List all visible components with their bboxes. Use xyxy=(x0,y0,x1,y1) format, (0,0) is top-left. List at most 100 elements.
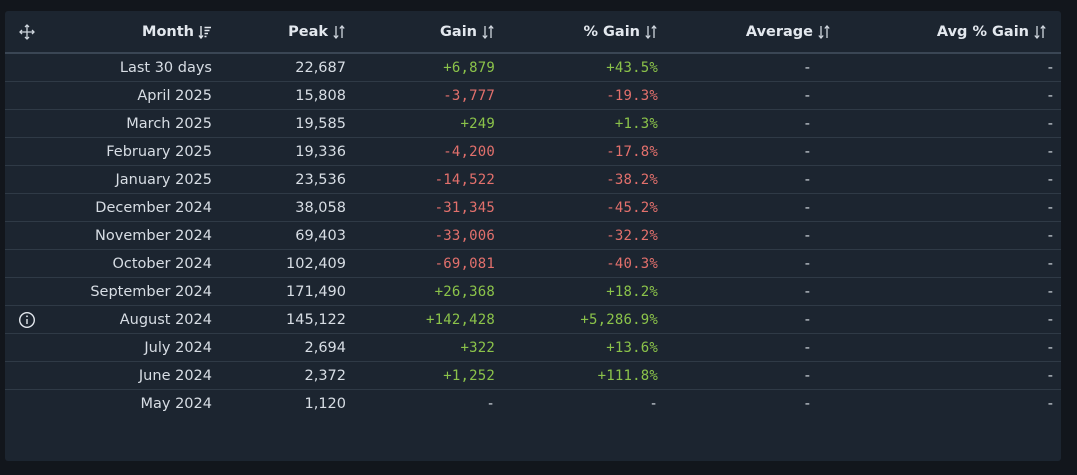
table-row: December 2024 38,058 -31,345 -45.2% - - xyxy=(5,193,1061,222)
cell-gain: +6,879 xyxy=(354,53,503,82)
column-header-month-label: Month xyxy=(142,23,194,40)
sort-updown-icon[interactable] xyxy=(644,24,658,39)
cell-avg-pct-gain: - xyxy=(839,53,1061,82)
cell-avg-pct-gain: - xyxy=(839,221,1061,250)
cell-avg-pct-gain: - xyxy=(839,137,1061,166)
row-icon-cell xyxy=(5,109,48,138)
cell-avg-pct-gain: - xyxy=(839,81,1061,110)
row-icon-cell xyxy=(5,137,48,166)
row-icon-cell xyxy=(5,333,48,362)
cell-gain: -4,200 xyxy=(354,137,503,166)
cell-month: Last 30 days xyxy=(48,53,220,82)
column-header-pct-gain[interactable]: % Gain xyxy=(503,11,666,54)
cell-pct-gain: +5,286.9% xyxy=(503,305,666,334)
column-header-month[interactable]: Month xyxy=(48,11,220,54)
info-icon[interactable] xyxy=(18,311,36,329)
row-icon-cell xyxy=(5,165,48,194)
monthly-stats-panel: Month Peak xyxy=(5,11,1061,461)
cell-average: - xyxy=(666,277,839,306)
cell-pct-gain: -17.8% xyxy=(503,137,666,166)
cell-avg-pct-gain: - xyxy=(839,361,1061,390)
cell-average: - xyxy=(666,361,839,390)
row-icon-cell xyxy=(5,249,48,278)
cell-avg-pct-gain: - xyxy=(839,249,1061,278)
cell-peak: 19,336 xyxy=(220,137,354,166)
cell-average: - xyxy=(666,193,839,222)
sort-updown-icon[interactable] xyxy=(1033,24,1047,39)
cell-pct-gain: -45.2% xyxy=(503,193,666,222)
move-arrows-icon[interactable] xyxy=(18,23,36,41)
monthly-stats-table: Month Peak xyxy=(5,11,1061,417)
cell-pct-gain: -19.3% xyxy=(503,81,666,110)
column-header-peak[interactable]: Peak xyxy=(220,11,354,54)
column-header-gain[interactable]: Gain xyxy=(354,11,503,54)
table-row: March 2025 19,585 +249 +1.3% - - xyxy=(5,109,1061,138)
table-row: July 2024 2,694 +322 +13.6% - - xyxy=(5,333,1061,362)
cell-average: - xyxy=(666,165,839,194)
cell-average: - xyxy=(666,333,839,362)
column-header-peak-label: Peak xyxy=(288,23,328,40)
cell-gain: +26,368 xyxy=(354,277,503,306)
row-icon-cell xyxy=(5,305,48,334)
cell-peak: 2,372 xyxy=(220,361,354,390)
header-corner-cell xyxy=(5,11,48,54)
cell-peak: 145,122 xyxy=(220,305,354,334)
cell-pct-gain: +111.8% xyxy=(503,361,666,390)
cell-avg-pct-gain: - xyxy=(839,193,1061,222)
table-row: June 2024 2,372 +1,252 +111.8% - - xyxy=(5,361,1061,390)
cell-month: November 2024 xyxy=(48,221,220,250)
row-icon-cell xyxy=(5,361,48,390)
cell-average: - xyxy=(666,221,839,250)
cell-avg-pct-gain: - xyxy=(839,109,1061,138)
cell-avg-pct-gain: - xyxy=(839,165,1061,194)
table-row: May 2024 1,120 - - - - xyxy=(5,390,1061,418)
table-row: September 2024 171,490 +26,368 +18.2% - - xyxy=(5,277,1061,306)
cell-gain: -33,006 xyxy=(354,221,503,250)
table-row: November 2024 69,403 -33,006 -32.2% - - xyxy=(5,221,1061,250)
table-row: August 2024 145,122 +142,428 +5,286.9% - - xyxy=(5,305,1061,334)
table-row: April 2025 15,808 -3,777 -19.3% - - xyxy=(5,81,1061,110)
cell-month: June 2024 xyxy=(48,361,220,390)
cell-average: - xyxy=(666,137,839,166)
cell-avg-pct-gain: - xyxy=(839,277,1061,306)
cell-month: March 2025 xyxy=(48,109,220,138)
column-header-avg-pct-gain[interactable]: Avg % Gain xyxy=(839,11,1061,54)
cell-month: April 2025 xyxy=(48,81,220,110)
table-row: Last 30 days 22,687 +6,879 +43.5% - - xyxy=(5,53,1061,82)
cell-peak: 15,808 xyxy=(220,81,354,110)
cell-gain: -14,522 xyxy=(354,165,503,194)
cell-pct-gain: -32.2% xyxy=(503,221,666,250)
cell-peak: 1,120 xyxy=(304,395,346,412)
cell-gain: +322 xyxy=(354,333,503,362)
cell-gain: +1,252 xyxy=(354,361,503,390)
table-row: February 2025 19,336 -4,200 -17.8% - - xyxy=(5,137,1061,166)
cell-pct-gain: +13.6% xyxy=(503,333,666,362)
cell-peak: 22,687 xyxy=(220,53,354,82)
cell-month: February 2025 xyxy=(48,137,220,166)
cell-gain: -69,081 xyxy=(354,249,503,278)
cell-pct-gain: +18.2% xyxy=(503,277,666,306)
cell-avg-pct-gain: - xyxy=(839,333,1061,362)
cell-peak: 69,403 xyxy=(220,221,354,250)
sort-updown-icon[interactable] xyxy=(817,24,831,39)
sort-desc-active-icon[interactable] xyxy=(198,25,212,39)
table-body: Last 30 days 22,687 +6,879 +43.5% - - April 20… xyxy=(5,53,1061,417)
sort-updown-icon[interactable] xyxy=(332,24,346,39)
cell-month: May 2024 xyxy=(140,395,213,412)
row-icon-cell xyxy=(5,277,48,306)
cell-pct-gain: - xyxy=(649,395,658,412)
column-header-avg-pct-gain-label: Avg % Gain xyxy=(936,23,1029,40)
sort-updown-icon[interactable] xyxy=(481,24,495,39)
cell-gain: -3,777 xyxy=(354,81,503,110)
cell-pct-gain: -38.2% xyxy=(503,165,666,194)
cell-pct-gain: +43.5% xyxy=(503,53,666,82)
table-header-row: Month Peak xyxy=(5,11,1061,54)
cell-peak: 102,409 xyxy=(220,249,354,278)
cell-month: January 2025 xyxy=(48,165,220,194)
cell-average: - xyxy=(804,395,810,412)
cell-average: - xyxy=(666,305,839,334)
row-icon-cell xyxy=(5,390,48,418)
column-header-gain-label: Gain xyxy=(440,23,477,40)
column-header-average[interactable]: Average xyxy=(666,11,839,54)
row-icon-cell xyxy=(5,81,48,110)
